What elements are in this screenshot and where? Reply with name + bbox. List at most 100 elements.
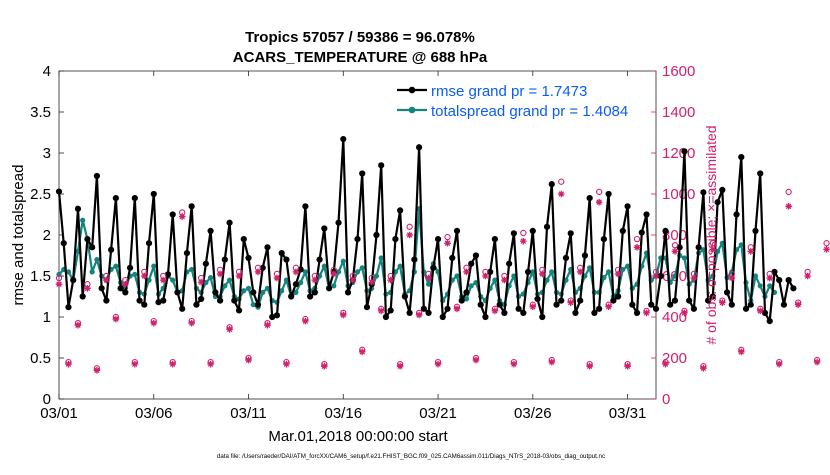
obs-assimilated-marker [709,246,717,253]
rmse-point [240,236,247,243]
rmse-point [193,301,200,308]
rmse-point [771,268,778,275]
totalspread-point [530,269,536,275]
obs-assimilated-marker [633,244,641,251]
y2-tick-label: 1400 [662,104,695,121]
y2-tick-label: 1200 [662,145,695,162]
rmse-point [254,301,262,308]
obs-assimilated-marker [652,272,660,280]
legend: rmse grand pr = 1.7473 totalspread grand… [397,83,628,120]
obs-assimilated-marker [65,360,72,368]
rmse-point [648,301,655,308]
obs-assimilated-marker [529,303,537,311]
obs-assimilated-marker [463,268,470,276]
obs-assimilated-marker [520,237,527,245]
rmse-point [506,260,513,267]
rmse-point [728,301,735,308]
rmse-point [60,240,67,247]
rmse-point [472,252,480,259]
x-tick-label: 03/01 [40,405,78,422]
obs-assimilated-marker [188,319,195,327]
rmse-point [577,297,584,304]
rmse-point [278,249,285,257]
rmse-point [245,254,252,262]
rmse-point [719,186,726,193]
totalspread-point [425,281,432,287]
rmse-point [93,172,101,180]
series-lines [55,135,797,325]
obs-assimilated-marker [557,190,565,198]
rmse-point [610,297,617,304]
rmse-point [468,260,475,267]
obs-assimilated-marker [586,362,593,370]
obs-assimilated-marker [453,305,461,313]
totalspread-point [549,269,555,275]
legend-spread-marker [408,106,416,114]
rmse-point [354,236,361,243]
totalspread-point [767,283,773,289]
obs-assimilated-marker [368,278,376,286]
rmse-point [401,293,408,300]
rmse-point [122,289,129,296]
rmse-point [108,246,115,253]
obs-assimilated-marker [510,360,518,368]
rmse-point [126,264,134,271]
totalspread-point [65,269,72,275]
obs-assimilated-marker [321,362,328,370]
rmse-point [392,236,399,243]
obs-assimilated-marker [728,274,736,282]
chart-title: Tropics 57057 / 59386 = 96.078% [245,29,475,46]
rmse-point [103,297,110,304]
obs-assimilated-marker [311,276,319,284]
rmse-point [359,170,366,177]
data-file-note: data file: /Users/raeder/DAI/ATM_forcXX/… [217,453,605,460]
y2-tick-label: 1000 [662,186,695,203]
rmse-point [524,268,532,275]
obs-possible-marker [520,229,527,237]
totalspread-point [293,289,299,295]
obs-assimilated-marker [737,348,745,356]
rmse-point [302,203,309,210]
rmse-point [145,240,153,247]
obs-assimilated-marker [140,272,148,280]
rmse-point [150,190,157,198]
obs-assimilated-marker [624,362,631,370]
rmse-point [652,305,660,312]
totalspread-point [473,279,479,286]
rmse-point [529,227,536,234]
rmse-point [112,195,119,202]
obs-possible-marker [406,223,413,230]
obs-assimilated-marker [74,321,82,329]
rmse-point [363,304,371,311]
obs-assimilated-marker [159,276,167,284]
totalspread-point [298,279,304,286]
x-tick-label: 03/06 [135,405,173,422]
y-axis-label: rmse and totalspread [10,165,27,306]
rmse-point [70,277,77,284]
rmse-point [273,312,281,319]
rmse-point [596,305,603,312]
rmse-point [382,313,390,321]
obs-assimilated-marker [254,268,262,276]
obs-assimilated-marker [93,367,101,374]
rmse-point [259,264,266,271]
rmse-point [188,203,195,210]
legend-rmse-marker [408,86,416,94]
y2-tick-label: 0 [662,391,670,408]
x-tick-label: 03/16 [325,405,363,422]
rmse-point [269,313,276,321]
rmse-point [619,227,626,234]
rmse-point [742,305,750,312]
obs-assimilated-marker [273,274,281,282]
totalspread-point [544,277,550,283]
rmse-point [183,249,191,257]
obs-assimilated-marker [756,307,764,315]
rmse-point [686,297,693,304]
rmse-point [780,301,788,308]
obs-assimilated-marker [245,356,252,364]
rmse-point [207,227,214,234]
rmse-point [141,301,148,308]
obs-assimilated-marker [700,364,707,372]
totalspread-point [681,255,688,261]
obs-assimilated-marker [662,360,669,368]
